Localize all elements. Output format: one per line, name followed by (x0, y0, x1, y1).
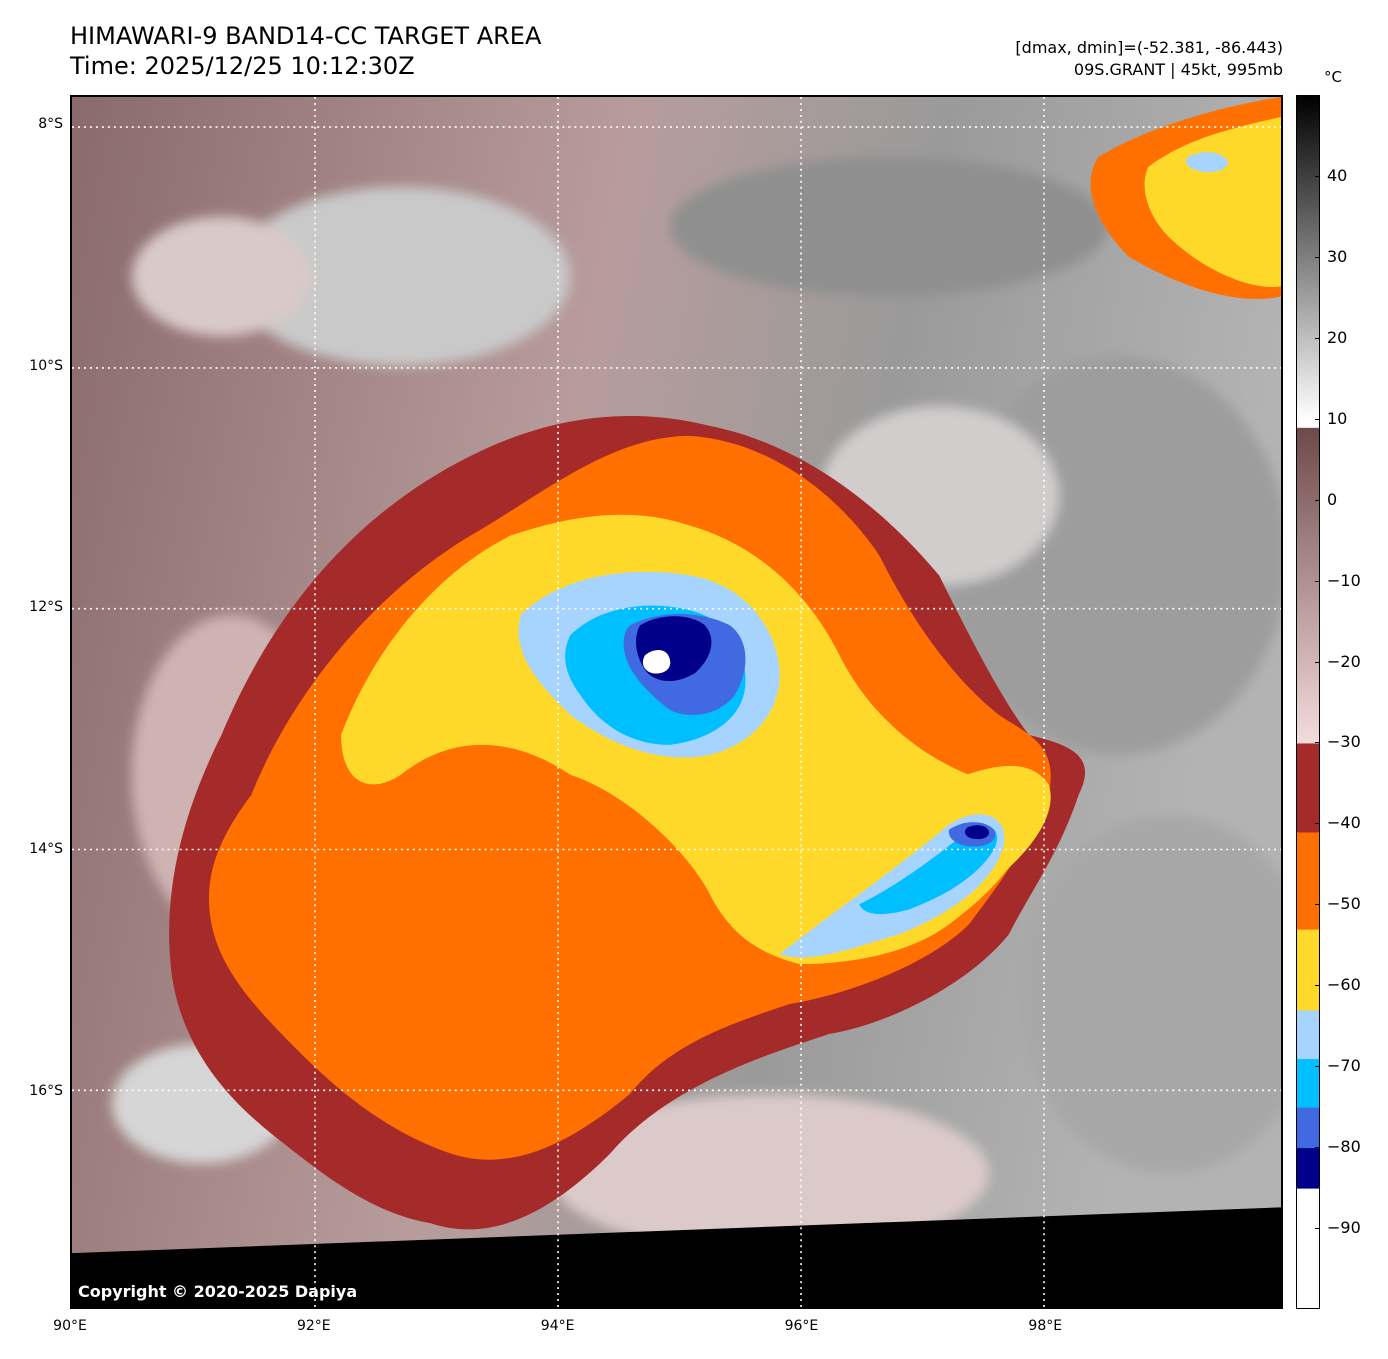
ne-cloud-yellow (1144, 116, 1281, 288)
colorbar-tick-label: −30 (1327, 732, 1361, 752)
colorbar-tick-mark (1315, 418, 1320, 420)
colorbar-band-0 (1297, 96, 1319, 421)
colorbar-tick-label: 40 (1327, 165, 1348, 185)
colorbar-tick-label: −20 (1327, 651, 1361, 671)
storm-info: 09S.GRANT | 45kt, 995mb (1073, 60, 1283, 79)
lat-label: 8°S (38, 116, 63, 133)
band-yellow-east (768, 765, 1051, 945)
colorbar-tick-mark (1315, 742, 1320, 744)
storm-layers (169, 97, 1281, 1230)
secondary-cyan (859, 825, 998, 915)
colorbar-tick-mark (1315, 985, 1320, 987)
lon-label: 98°E (1028, 1318, 1063, 1334)
lon-label: 94°E (540, 1318, 575, 1334)
colorbar-tick-mark (1315, 1228, 1320, 1230)
colorbar-tick-label: 0 (1327, 489, 1338, 509)
lon-label: 90°E (53, 1318, 87, 1334)
lat-label: 14°S (29, 840, 63, 857)
timestamp-title: Time: 2025/12/25 10:12:30Z (70, 52, 415, 80)
colorbar-band-6 (1297, 1059, 1319, 1109)
colorbar-band-1 (1297, 427, 1319, 744)
lon-label: 92°E (296, 1318, 331, 1334)
colorbar-tick-mark (1315, 661, 1320, 663)
colorbar-tick-label: −60 (1327, 975, 1361, 995)
colorbar-tick-mark (1315, 904, 1320, 906)
dmax-dmin-info: [dmax, dmin]=(-52.381, -86.443) (1015, 38, 1283, 57)
colorbar-tick-label: −50 (1327, 894, 1361, 914)
grid-lines (72, 97, 1281, 1307)
lat-label: 10°S (29, 357, 63, 374)
colorbar-band-7 (1297, 1107, 1319, 1149)
colorbar-band-4 (1297, 929, 1319, 1012)
colorbar-tick-label: −80 (1327, 1137, 1361, 1157)
colorbar-tick-mark (1315, 1066, 1320, 1068)
colorbar-tick-label: −10 (1327, 570, 1361, 590)
colorbar-tick-label: −40 (1327, 813, 1361, 833)
colorbar (1296, 95, 1320, 1309)
colorbar-band-2 (1297, 743, 1319, 833)
colorbar-tick-label: −90 (1327, 1218, 1361, 1238)
chart-title: HIMAWARI-9 BAND14-CC TARGET AREA (70, 22, 542, 50)
colorbar-tick-mark (1315, 1147, 1320, 1149)
satellite-imagery (72, 97, 1281, 1307)
colorbar-tick-mark (1315, 823, 1320, 825)
eye-white-core (642, 650, 671, 674)
colorbar-tick-mark (1315, 499, 1320, 501)
lon-label: 96°E (784, 1318, 819, 1334)
colorbar-band-9 (1297, 1188, 1319, 1308)
colorbar-unit: °C (1324, 68, 1342, 86)
colorbar-tick-mark (1315, 337, 1320, 339)
colorbar-band-3 (1297, 832, 1319, 931)
no-data-region (72, 1207, 1281, 1307)
colorbar-band-5 (1297, 1010, 1319, 1060)
colorbar-tick-label: 30 (1327, 246, 1348, 266)
lat-label: 12°S (29, 599, 63, 616)
colorbar-tick-label: −70 (1327, 1056, 1361, 1076)
secondary-core (965, 825, 990, 840)
colorbar-gradient (1297, 96, 1319, 1308)
colorbar-band-8 (1297, 1148, 1319, 1190)
ne-cloud-lightblue (1185, 152, 1229, 173)
colorbar-tick-mark (1315, 580, 1320, 582)
colorbar-tick-mark (1315, 175, 1320, 177)
colorbar-tick-mark (1315, 256, 1320, 258)
colorbar-tick-label: 10 (1327, 408, 1348, 428)
copyright-text: Copyright © 2020-2025 Dapiya (78, 1282, 358, 1301)
lat-label: 16°S (29, 1082, 63, 1099)
colorbar-tick-label: 20 (1327, 327, 1348, 347)
satellite-map: Copyright © 2020-2025 Dapiya (70, 95, 1283, 1309)
